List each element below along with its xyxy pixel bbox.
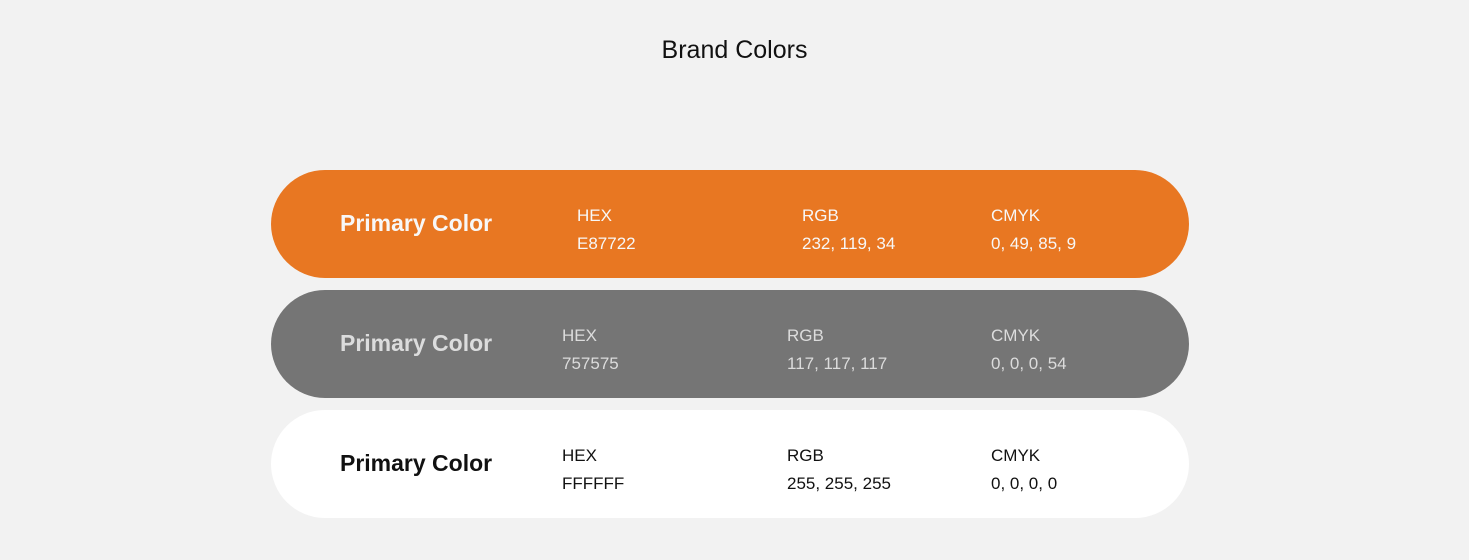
page-title: Brand Colors xyxy=(661,36,808,64)
color-name: Primary Color xyxy=(340,210,493,236)
cmyk-column: CMYK 0, 0, 0, 54 xyxy=(991,322,1067,378)
hex-label: HEX xyxy=(577,206,612,225)
hex-value: FFFFFF xyxy=(562,474,625,493)
cmyk-column: CMYK 0, 49, 85, 9 xyxy=(991,202,1076,258)
cmyk-value: 0, 49, 85, 9 xyxy=(991,234,1077,253)
rgb-label: RGB xyxy=(787,326,824,345)
color-row-gray: Primary Color HEX 757575 RGB 117, 117, 1… xyxy=(271,290,1189,398)
hex-label: HEX xyxy=(562,446,597,465)
hex-value: E87722 xyxy=(577,234,636,253)
cmyk-label: CMYK xyxy=(991,446,1041,465)
rgb-value: 117, 117, 117 xyxy=(787,354,888,373)
color-row-white: Primary Color HEX FFFFFF RGB 255, 255, 2… xyxy=(271,410,1189,518)
rgb-column: RGB 255, 255, 255 xyxy=(787,442,891,498)
cmyk-label: CMYK xyxy=(991,206,1041,225)
rgb-column: RGB 232, 119, 34 xyxy=(802,202,895,258)
hex-column: HEX 757575 xyxy=(562,322,619,378)
rgb-column: RGB 117, 117, 117 xyxy=(787,322,887,378)
color-name: Primary Color xyxy=(340,330,493,356)
hex-column: HEX E87722 xyxy=(577,202,636,258)
hex-column: HEX FFFFFF xyxy=(562,442,624,498)
rgb-label: RGB xyxy=(787,446,824,465)
rgb-value: 232, 119, 34 xyxy=(802,234,896,253)
cmyk-value: 0, 0, 0, 54 xyxy=(991,354,1067,373)
rgb-label: RGB xyxy=(802,206,839,225)
hex-label: HEX xyxy=(562,326,597,345)
rgb-value: 255, 255, 255 xyxy=(787,474,891,493)
cmyk-column: CMYK 0, 0, 0, 0 xyxy=(991,442,1057,498)
color-name: Primary Color xyxy=(340,450,493,476)
cmyk-label: CMYK xyxy=(991,326,1041,345)
color-row-orange: Primary Color HEX E87722 RGB 232, 119, 3… xyxy=(271,170,1189,278)
hex-value: 757575 xyxy=(562,354,619,373)
cmyk-value: 0, 0, 0, 0 xyxy=(991,474,1058,493)
